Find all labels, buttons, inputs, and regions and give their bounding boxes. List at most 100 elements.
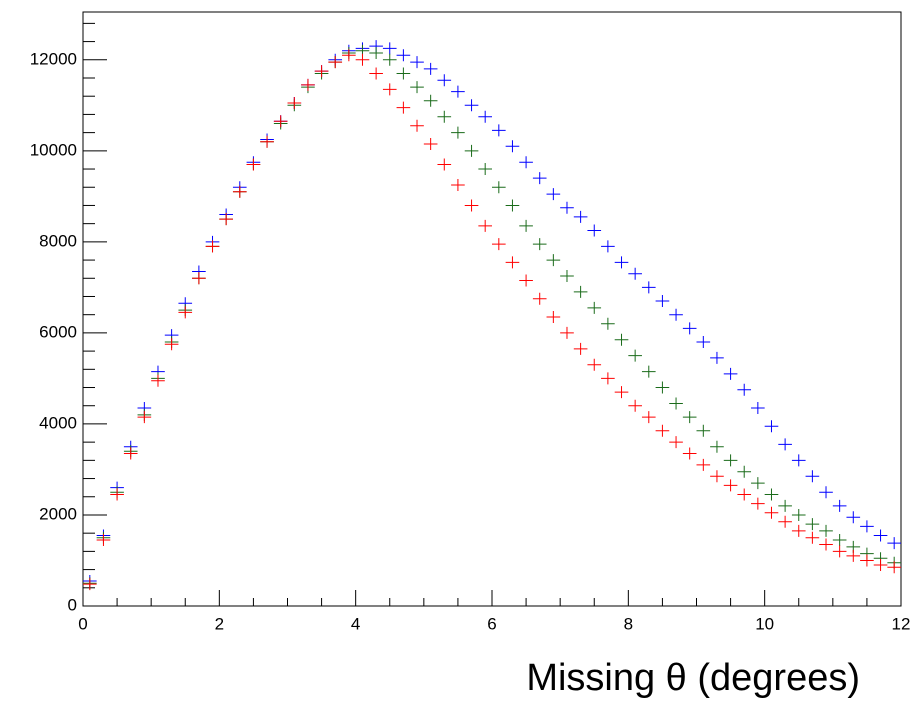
data-point <box>832 534 847 546</box>
data-point <box>273 115 288 128</box>
data-point <box>723 367 738 380</box>
data-point <box>751 402 765 414</box>
data-point <box>369 46 383 59</box>
data-point <box>219 213 233 226</box>
plot-frame <box>82 11 902 607</box>
y-tick-label: 12000 <box>30 49 77 68</box>
data-point <box>464 144 479 157</box>
data-point <box>478 163 492 176</box>
data-point <box>764 488 779 501</box>
data-point <box>437 158 452 171</box>
data-point <box>464 99 479 112</box>
data-point <box>546 254 561 267</box>
data-point <box>546 188 561 201</box>
data-point <box>478 110 492 123</box>
x-tick-label: 12 <box>892 614 911 633</box>
data-point <box>464 199 479 212</box>
data-point <box>587 358 602 371</box>
data-point <box>669 308 683 321</box>
data-point <box>492 238 506 251</box>
data-point <box>532 238 547 251</box>
data-point <box>587 301 602 314</box>
data-point <box>437 74 452 87</box>
data-point <box>519 219 533 232</box>
x-tick-label: 8 <box>624 614 633 633</box>
x-tick-label: 2 <box>215 614 224 633</box>
data-point <box>887 537 901 550</box>
data-point <box>860 520 874 533</box>
data-point <box>423 138 438 150</box>
data-point <box>151 374 165 387</box>
data-point <box>519 156 533 169</box>
data-point <box>287 97 302 110</box>
x-tick-label: 6 <box>487 614 496 633</box>
data-point <box>682 411 697 424</box>
data-point <box>382 42 397 55</box>
y-tick-label: 8000 <box>39 231 77 250</box>
data-point <box>710 470 724 483</box>
data-point <box>832 499 847 512</box>
data-point <box>232 185 247 198</box>
data-point <box>737 488 752 501</box>
data-point <box>791 524 806 537</box>
data-point <box>505 256 520 269</box>
data-point <box>628 267 642 280</box>
data-point <box>560 326 574 339</box>
data-point <box>778 438 792 451</box>
x-tick-label: 10 <box>755 614 774 633</box>
data-point <box>873 559 888 572</box>
data-point <box>601 317 615 330</box>
data-point <box>478 219 492 232</box>
data-point <box>83 578 97 591</box>
data-point <box>655 295 670 308</box>
x-axis-label: Missing θ (degrees) <box>526 657 860 699</box>
data-point <box>737 465 752 478</box>
data-point <box>751 497 765 510</box>
data-point <box>669 397 683 410</box>
data-point <box>614 256 629 269</box>
data-point <box>410 81 424 94</box>
data-point <box>301 78 315 91</box>
data-point <box>682 447 697 460</box>
data-point <box>614 333 629 346</box>
data-point <box>710 440 724 453</box>
data-point <box>696 336 711 348</box>
data-point <box>328 56 343 69</box>
data-point <box>396 67 411 80</box>
data-point <box>696 424 711 437</box>
data-point <box>519 274 533 287</box>
data-point <box>573 342 588 355</box>
data-point <box>573 285 588 298</box>
data-point <box>451 85 465 98</box>
data-point <box>205 240 220 253</box>
x-tick-label: 0 <box>78 614 87 633</box>
data-point <box>723 479 738 492</box>
data-point <box>832 545 847 558</box>
data-point <box>573 210 588 223</box>
data-point <box>819 486 833 499</box>
data-point <box>628 399 642 412</box>
data-point <box>451 126 465 139</box>
data-point <box>560 270 574 282</box>
data-point <box>846 549 861 562</box>
data-point <box>382 53 397 66</box>
data-point <box>655 424 670 437</box>
data-point <box>873 529 888 542</box>
data-point <box>369 67 383 80</box>
data-point <box>751 477 765 490</box>
data-point <box>696 458 711 471</box>
data-point <box>532 292 547 305</box>
data-point <box>410 56 424 69</box>
data-point <box>423 94 438 107</box>
data-point <box>614 386 629 399</box>
data-point <box>628 349 642 362</box>
data-point <box>846 511 861 524</box>
data-point <box>587 224 602 237</box>
data-point <box>123 447 138 460</box>
data-point <box>382 83 397 96</box>
data-point <box>641 365 656 378</box>
data-point <box>178 306 193 319</box>
data-point <box>355 53 370 66</box>
y-tick-label: 0 <box>68 595 77 614</box>
